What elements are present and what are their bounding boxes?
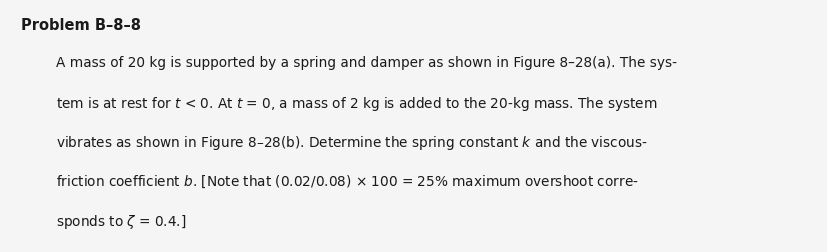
Text: tem is at rest for $t$ < 0. At $t$ = 0, a mass of 2 kg is added to the 20-kg mas: tem is at rest for $t$ < 0. At $t$ = 0, … [56, 94, 657, 112]
Text: A mass of 20 kg is supported by a spring and damper as shown in Figure 8–28(a). : A mass of 20 kg is supported by a spring… [56, 55, 676, 69]
Text: vibrates as shown in Figure 8–28(b). Determine the spring constant $k$ and the v: vibrates as shown in Figure 8–28(b). Det… [56, 134, 647, 151]
Text: friction coefficient $b$. [Note that (0.02/0.08) × 100 = 25% maximum overshoot c: friction coefficient $b$. [Note that (0.… [56, 173, 638, 189]
Text: Problem B–8–8: Problem B–8–8 [21, 18, 141, 33]
Text: sponds to $\zeta$ = 0.4.]: sponds to $\zeta$ = 0.4.] [56, 212, 187, 230]
